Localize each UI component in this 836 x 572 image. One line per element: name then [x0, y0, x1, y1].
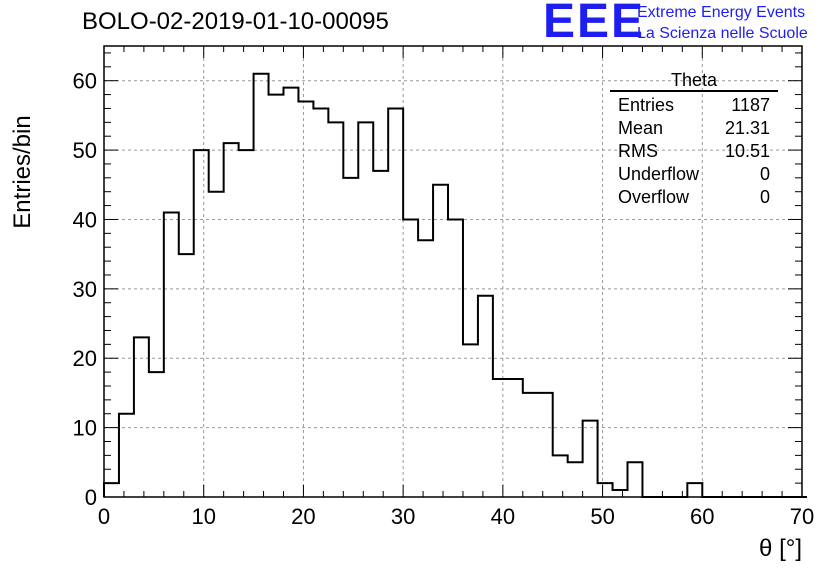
chart-title: BOLO-02-2019-01-10-00095: [82, 8, 389, 35]
histogram-bin: [269, 95, 284, 497]
histogram-bin: [373, 171, 388, 497]
stats-title: Theta: [610, 70, 778, 92]
histogram-bin: [418, 240, 433, 497]
histogram-bin: [628, 462, 643, 497]
histogram-bin: [388, 108, 403, 497]
x-tick-label: 70: [790, 504, 814, 529]
y-tick-label: 20: [73, 346, 97, 371]
stats-value: 10.51: [724, 141, 770, 161]
histogram-bin: [104, 483, 119, 497]
stats-row-mean: Mean 21.31: [610, 117, 778, 140]
x-tick-label: 0: [98, 504, 110, 529]
histogram-bin: [224, 143, 239, 497]
histogram-bin: [583, 421, 598, 497]
stats-value: 0: [759, 187, 770, 207]
y-tick-label: 40: [73, 207, 97, 232]
stats-row-overflow: Overflow 0: [610, 186, 778, 209]
stats-label: RMS: [618, 141, 658, 161]
y-tick-label: 10: [73, 416, 97, 441]
y-axis-label: Entries/bin: [9, 115, 36, 229]
histogram-bin: [313, 108, 328, 497]
histogram-bin: [179, 254, 194, 497]
y-tick-label: 30: [73, 277, 97, 302]
y-axis-label-box: Entries/bin: [6, 112, 40, 232]
histogram-bin: [448, 219, 463, 497]
x-axis-label: θ [°]: [759, 535, 802, 562]
histogram-bin: [209, 192, 224, 497]
x-tick-label: 60: [690, 504, 714, 529]
histogram-bin: [134, 337, 149, 497]
histogram-bin: [403, 219, 418, 497]
histogram-bin: [598, 483, 613, 497]
histogram-bin: [523, 393, 538, 497]
histogram-bin: [298, 102, 313, 497]
histogram-bin: [254, 74, 269, 497]
x-tick-label: 30: [391, 504, 415, 529]
stats-box: Theta Entries 1187 Mean 21.31 RMS 10.51 …: [610, 70, 778, 209]
histogram-bin: [613, 490, 628, 497]
x-tick-label: 10: [191, 504, 215, 529]
stats-label: Overflow: [618, 187, 690, 207]
stats-row-entries: Entries 1187: [610, 94, 778, 117]
stats-label: Underflow: [618, 164, 700, 184]
x-tick-label: 20: [291, 504, 315, 529]
histogram-bin: [194, 150, 209, 497]
histogram-bin: [463, 344, 478, 497]
histogram-outline: [103, 72, 807, 498]
stats-value: 0: [759, 164, 770, 184]
histogram-bin: [358, 122, 373, 497]
logo-line-1: Extreme Energy Events: [637, 4, 806, 21]
histogram-bin: [493, 379, 508, 497]
histogram-bin: [508, 379, 523, 497]
histogram-bin: [553, 455, 568, 497]
histogram-bin: [239, 150, 254, 497]
eee-logo: EEE: [543, 0, 646, 48]
x-tick-label: 40: [491, 504, 515, 529]
stats-value: 1187: [731, 95, 770, 115]
x-tick-label: 50: [590, 504, 614, 529]
stats-row-underflow: Underflow 0: [610, 163, 778, 186]
histogram-bin: [283, 88, 298, 497]
stats-label: Mean: [618, 118, 664, 138]
y-tick-label: 0: [85, 485, 97, 510]
histogram-bin: [328, 122, 343, 497]
histogram-bin: [149, 372, 164, 497]
histogram-bin: [119, 414, 134, 497]
stats-row-rms: RMS 10.51: [610, 140, 778, 163]
histogram-bin: [568, 462, 583, 497]
histogram-bin: [687, 483, 702, 497]
histogram-bin: [343, 178, 358, 497]
stats-value: 21.31: [724, 118, 770, 138]
y-tick-label: 50: [73, 138, 97, 163]
y-tick-label: 60: [73, 69, 97, 94]
histogram-bin: [478, 296, 493, 497]
logo-line-2: La Scienza nelle Scuole: [637, 25, 808, 42]
plot-frame: [103, 45, 803, 498]
histogram-bin: [538, 393, 553, 497]
stats-label: Entries: [618, 95, 675, 115]
histogram-bin: [164, 213, 179, 497]
histogram-bin: [433, 185, 448, 497]
